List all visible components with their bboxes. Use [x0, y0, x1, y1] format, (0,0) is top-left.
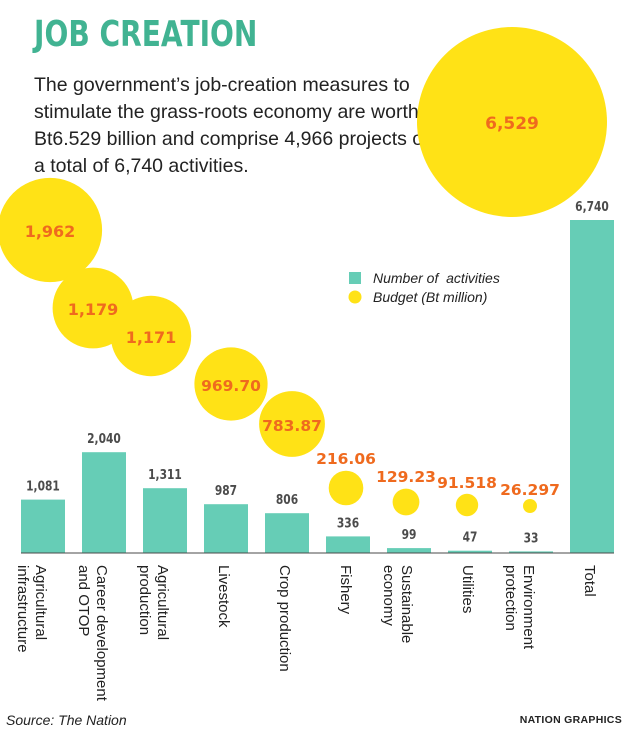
bar-livestock	[204, 504, 248, 553]
bubble-total	[417, 27, 607, 217]
category-label-sustainable-economy: Sustainableeconomy	[380, 565, 415, 643]
bubble-environment-protection	[523, 499, 537, 513]
bar-utilities	[448, 550, 492, 553]
category-label-agricultural-production: Agriculturalproduction	[136, 565, 171, 640]
page-title: JOB CREATION	[34, 14, 258, 55]
bubble-agricultural-infrastructure	[0, 177, 103, 283]
value-label-fishery: 336	[337, 515, 359, 530]
legend-bar-swatch	[349, 272, 361, 284]
budget-label-sustainable-economy: 129.23	[376, 468, 436, 486]
bar-career-development-and-otop	[82, 452, 126, 553]
category-label-total: Total	[581, 565, 598, 597]
value-label-crop-production: 806	[276, 492, 298, 507]
budget-label-career-development-and-otop: 1,179	[68, 300, 119, 319]
budget-label-total: 6,529	[485, 114, 539, 134]
budget-label-fishery: 216.06	[316, 450, 376, 468]
category-label-environment-protection: Environmentprotection	[502, 565, 537, 650]
bubble-crop-production	[259, 391, 325, 457]
graphics-credit: NATION GRAPHICS	[519, 714, 622, 726]
value-label-livestock: 987	[215, 483, 237, 498]
budget-label-livestock: 969.70	[201, 377, 261, 395]
value-label-agricultural-infrastructure: 1,081	[26, 479, 60, 494]
budget-label-utilities: 91.518	[437, 474, 497, 492]
budget-label-agricultural-production: 1,171	[126, 328, 177, 347]
legend-label-activities: Number of activities	[373, 270, 500, 286]
category-label-career-development-and-otop: Career developmentand OTOP	[75, 565, 110, 702]
value-label-utilities: 47	[463, 530, 478, 545]
legend-bubble-swatch	[348, 290, 362, 304]
category-label-livestock: Livestock	[215, 565, 232, 628]
budget-label-crop-production: 783.87	[262, 417, 322, 435]
bar-total	[570, 220, 614, 553]
bar-fishery	[326, 536, 370, 553]
source-note: Source: The Nation	[6, 712, 127, 728]
bar-agricultural-infrastructure	[21, 499, 65, 553]
bubble-agricultural-production	[110, 295, 192, 377]
category-label-crop-production: Crop production	[276, 565, 293, 672]
bar-environment-protection	[509, 551, 553, 553]
category-label-agricultural-infrastructure: Agriculturalinfrastructure	[14, 565, 49, 653]
value-label-career-development-and-otop: 2,040	[87, 431, 121, 446]
intro-text: The government’s job-creation measures t…	[34, 74, 430, 177]
legend-label-budget: Budget (Bt million)	[373, 289, 487, 305]
bubble-fishery	[328, 470, 364, 506]
bar-agricultural-production	[143, 488, 187, 553]
bar-sustainable-economy	[387, 548, 431, 553]
value-label-total: 6,740	[575, 199, 609, 214]
bubble-utilities	[455, 493, 479, 517]
budget-label-environment-protection: 26.297	[500, 481, 560, 499]
category-label-utilities: Utilities	[459, 565, 476, 613]
category-label-fishery: Fishery	[337, 565, 354, 615]
value-label-sustainable-economy: 99	[402, 527, 417, 542]
budget-label-agricultural-infrastructure: 1,962	[25, 222, 76, 241]
bubble-livestock	[194, 347, 268, 421]
value-label-agricultural-production: 1,311	[148, 467, 182, 482]
value-label-environment-protection: 33	[524, 530, 539, 545]
bubble-sustainable-economy	[392, 488, 420, 516]
bar-crop-production	[265, 513, 309, 553]
